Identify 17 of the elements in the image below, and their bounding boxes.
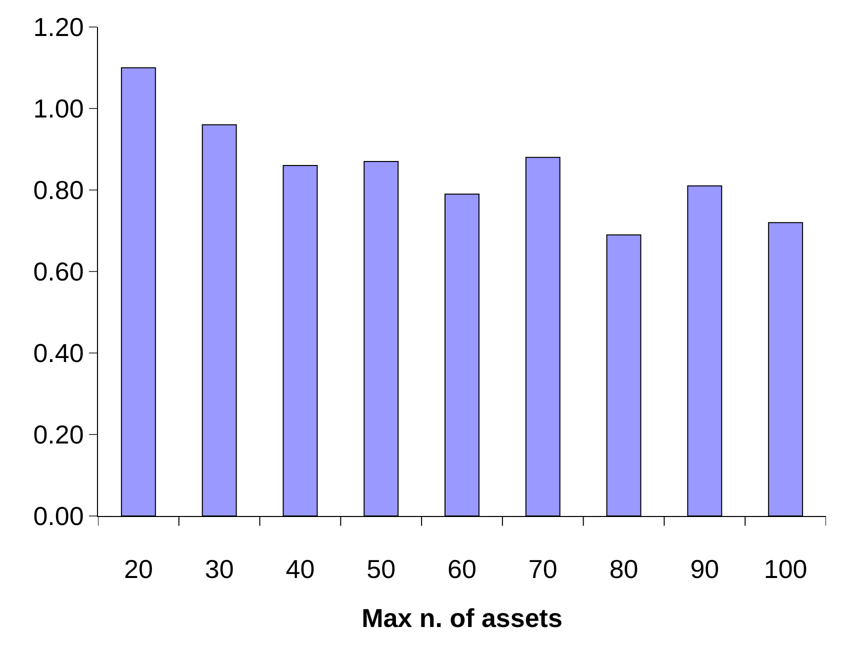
y-tick-label: 0.40	[33, 338, 84, 368]
x-tick-label: 50	[366, 554, 396, 584]
y-tick-label: 1.20	[33, 12, 84, 42]
x-tick-label: 100	[764, 554, 808, 584]
x-axis-title: Max n. of assets	[362, 602, 562, 633]
x-tick-label: 40	[286, 554, 315, 584]
x-tick-label: 30	[204, 554, 234, 584]
x-tick-label: 70	[528, 554, 558, 584]
x-tick-label: 60	[448, 554, 476, 584]
x-tick-label: 90	[690, 554, 720, 584]
y-tick-label: 0.20	[33, 420, 84, 450]
x-tick-label: 20	[124, 554, 153, 584]
y-tick-label: 0.00	[33, 501, 84, 532]
y-tick-label: 0.80	[33, 175, 84, 206]
x-tick-label: 80	[609, 554, 638, 584]
y-tick-label: 0.60	[33, 256, 84, 287]
y-tick-label: 1.00	[33, 94, 84, 124]
